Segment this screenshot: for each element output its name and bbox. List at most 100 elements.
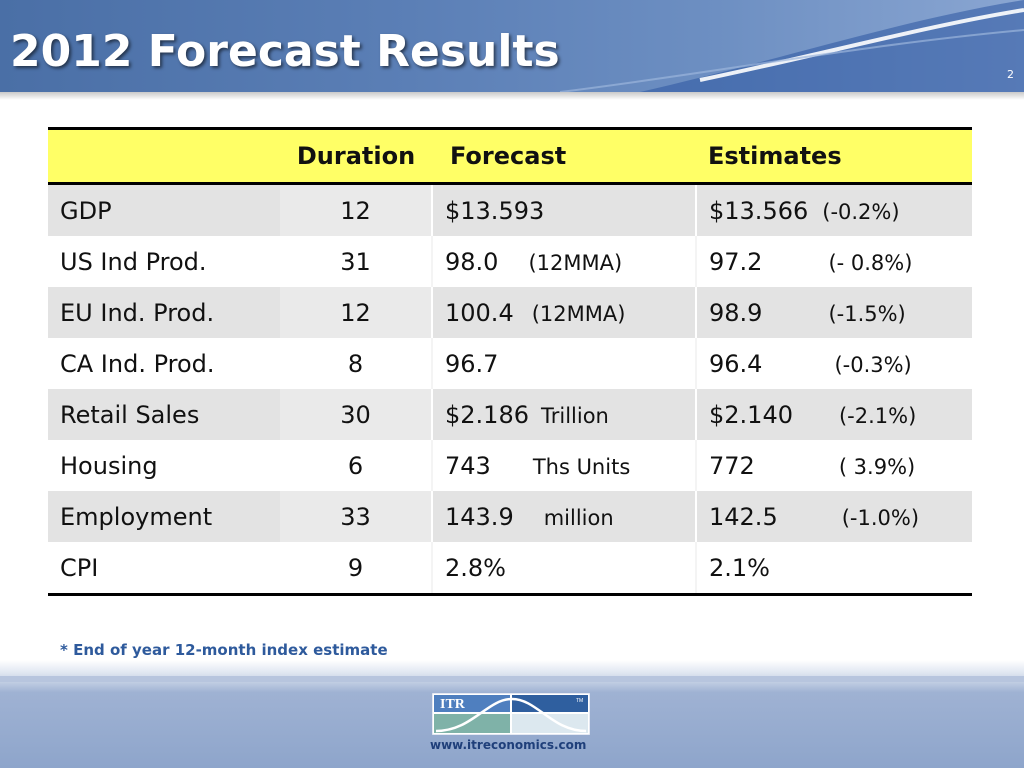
indicator-name: Retail Sales — [60, 400, 200, 429]
forecast-value: 143.9 — [445, 502, 514, 531]
estimate-value: 142.5 — [709, 502, 778, 531]
indicator-cell: CPI — [48, 542, 280, 596]
forecast-table-container: Duration Forecast Estimates GDP 12 $13.593… — [48, 127, 972, 596]
indicator-cell: US Ind Prod. — [48, 236, 280, 287]
duration-value: 8 — [347, 349, 364, 378]
estimate-cell: 2.1% — [695, 542, 972, 596]
duration-cell: 31 — [280, 236, 432, 287]
slide-header: 2012 Forecast Results 2 — [0, 0, 1024, 92]
duration-value: 33 — [340, 502, 371, 531]
indicator-cell: CA Ind. Prod. — [48, 338, 280, 389]
duration-cell: 30 — [280, 389, 432, 440]
estimate-note: (-1.0%) — [841, 505, 920, 530]
table-row: CPI 9 2.8% 2.1% — [48, 542, 972, 596]
estimate-cell: $2.140 (-2.1%) — [695, 389, 972, 440]
forecast-cell: 100.4 (12MMA) — [431, 287, 696, 338]
footnote: * End of year 12-month index estimate — [60, 641, 388, 659]
forecast-table: Duration Forecast Estimates GDP 12 $13.593… — [48, 127, 972, 596]
indicator-name: Housing — [60, 451, 158, 480]
indicator-name: CPI — [60, 553, 99, 582]
duration-value: 6 — [347, 451, 364, 480]
table-row: EU Ind. Prod. 12 100.4 (12MMA) 98.9 (-1.5%) — [48, 287, 972, 338]
forecast-cell: 96.7 — [431, 338, 696, 389]
forecast-cell: $2.186 Trillion — [431, 389, 696, 440]
header-estimates: Estimates — [696, 127, 972, 185]
forecast-cell: 98.0 (12MMA) — [431, 236, 696, 287]
table-row: Retail Sales 30 $2.186 Trillion $2.140 (-2.1%… — [48, 389, 972, 440]
forecast-cell: 2.8% — [431, 542, 696, 596]
itr-logo: ITR TM — [432, 693, 590, 735]
duration-cell: 12 — [280, 183, 432, 236]
forecast-value: $13.593 — [445, 196, 545, 225]
indicator-name: Employment — [60, 502, 213, 531]
table-header-row: Duration Forecast Estimates — [48, 127, 972, 185]
duration-cell: 12 — [280, 287, 432, 338]
slide-title: 2012 Forecast Results — [10, 26, 560, 77]
forecast-note: Trillion — [540, 403, 609, 428]
forecast-value: $2.186 — [445, 400, 529, 429]
forecast-note: (12MMA) — [528, 250, 623, 275]
header-shadow — [0, 92, 1024, 100]
forecast-value: 98.0 — [445, 247, 499, 276]
estimate-cell: 98.9 (-1.5%) — [695, 287, 972, 338]
indicator-cell: Retail Sales — [48, 389, 280, 440]
duration-value: 9 — [347, 553, 364, 582]
estimate-note: ( 3.9%) — [838, 454, 916, 479]
header-indicator — [48, 127, 280, 185]
duration-cell: 33 — [280, 491, 432, 542]
forecast-cell: 143.9 million — [431, 491, 696, 542]
table-row: GDP 12 $13.593 $13.566 (-0.2%) — [48, 183, 972, 236]
estimate-note: (-0.3%) — [834, 352, 912, 377]
estimate-value: 97.2 — [709, 247, 763, 276]
estimate-note: (-1.5%) — [828, 301, 906, 326]
footer-stripe — [0, 676, 1024, 682]
logo-text: ITR — [440, 697, 466, 712]
table-row: Housing 6 743 Ths Units 772 ( 3.9%) — [48, 440, 972, 491]
estimate-value: 772 — [709, 451, 755, 480]
forecast-note: Ths Units — [532, 454, 631, 479]
forecast-value: 743 — [445, 451, 491, 480]
duration-value: 30 — [340, 400, 371, 429]
website-link[interactable]: www.itreconomics.com — [430, 738, 587, 752]
indicator-name: EU Ind. Prod. — [60, 298, 215, 327]
estimate-cell: 97.2 (- 0.8%) — [695, 236, 972, 287]
estimate-cell: 142.5 (-1.0%) — [695, 491, 972, 542]
indicator-name: CA Ind. Prod. — [60, 349, 215, 378]
table-row: US Ind Prod. 31 98.0 (12MMA) 97.2 (- 0.8%) — [48, 236, 972, 287]
duration-value: 31 — [340, 247, 371, 276]
estimate-value: $13.566 — [709, 196, 809, 225]
forecast-note: million — [543, 505, 614, 530]
estimate-cell: 772 ( 3.9%) — [695, 440, 972, 491]
indicator-cell: GDP — [48, 183, 280, 236]
estimate-value: 98.9 — [709, 298, 763, 327]
estimate-value: $2.140 — [709, 400, 793, 429]
duration-cell: 9 — [280, 542, 432, 596]
forecast-value: 100.4 — [445, 298, 514, 327]
estimate-note: (-0.2%) — [822, 199, 900, 224]
estimate-note: (-2.1%) — [838, 403, 917, 428]
duration-value: 12 — [340, 196, 371, 225]
forecast-cell: $13.593 — [431, 183, 696, 236]
table-row: Employment 33 143.9 million 142.5 (-1.0%) — [48, 491, 972, 542]
estimate-cell: 96.4 (-0.3%) — [695, 338, 972, 389]
forecast-note: (12MMA) — [531, 301, 626, 326]
forecast-value: 2.8% — [445, 553, 506, 582]
estimate-value: 96.4 — [709, 349, 763, 378]
duration-cell: 6 — [280, 440, 432, 491]
estimate-value: 2.1% — [709, 553, 770, 582]
duration-value: 12 — [340, 298, 371, 327]
duration-cell: 8 — [280, 338, 432, 389]
forecast-value: 96.7 — [445, 349, 499, 378]
indicator-cell: Housing — [48, 440, 280, 491]
page-number: 2 — [1007, 68, 1014, 81]
logo-trademark: TM — [576, 698, 583, 704]
indicator-name: GDP — [60, 196, 112, 225]
indicator-name: US Ind Prod. — [60, 247, 207, 276]
header-wave-decoration — [559, 0, 1024, 92]
forecast-cell: 743 Ths Units — [431, 440, 696, 491]
table-row: CA Ind. Prod. 8 96.7 96.4 (-0.3%) — [48, 338, 972, 389]
header-forecast: Forecast — [432, 127, 696, 185]
indicator-cell: EU Ind. Prod. — [48, 287, 280, 338]
header-duration: Duration — [280, 127, 432, 185]
indicator-cell: Employment — [48, 491, 280, 542]
